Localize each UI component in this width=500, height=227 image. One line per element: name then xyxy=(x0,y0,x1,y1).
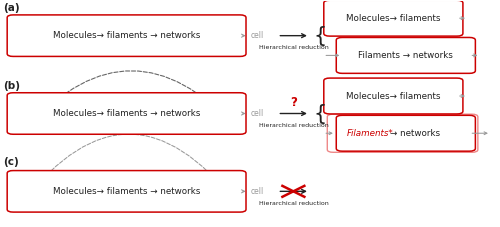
Text: (c): (c) xyxy=(3,158,19,168)
Text: → networks: → networks xyxy=(390,129,440,138)
Text: Filaments → networks: Filaments → networks xyxy=(358,51,454,60)
Text: cell: cell xyxy=(251,109,264,118)
FancyBboxPatch shape xyxy=(336,115,475,151)
FancyBboxPatch shape xyxy=(7,170,246,212)
Text: Hierarchical reduction: Hierarchical reduction xyxy=(258,201,328,206)
FancyBboxPatch shape xyxy=(7,15,246,57)
FancyBboxPatch shape xyxy=(324,0,463,36)
Text: (a): (a) xyxy=(3,3,20,13)
Text: Filaments*: Filaments* xyxy=(347,129,394,138)
Text: cell: cell xyxy=(251,187,264,196)
FancyArrowPatch shape xyxy=(28,71,236,127)
Text: Molecules→ filaments → networks: Molecules→ filaments → networks xyxy=(53,187,201,196)
Text: (b): (b) xyxy=(3,81,20,91)
Text: ?: ? xyxy=(290,96,297,109)
Text: Molecules→ filaments: Molecules→ filaments xyxy=(346,91,440,101)
Text: Molecules→ filaments: Molecules→ filaments xyxy=(346,14,440,23)
Text: {: { xyxy=(313,26,326,46)
Text: Hierarchical reduction: Hierarchical reduction xyxy=(258,45,328,50)
FancyBboxPatch shape xyxy=(336,37,475,73)
Text: {: { xyxy=(313,104,326,123)
Text: Molecules→ filaments → networks: Molecules→ filaments → networks xyxy=(53,109,201,118)
FancyArrowPatch shape xyxy=(23,134,236,203)
FancyBboxPatch shape xyxy=(7,93,246,134)
Text: Hierarchical reduction: Hierarchical reduction xyxy=(258,123,328,128)
Text: cell: cell xyxy=(251,31,264,40)
FancyArrowPatch shape xyxy=(24,173,174,206)
FancyBboxPatch shape xyxy=(324,78,463,114)
Text: Molecules→ filaments → networks: Molecules→ filaments → networks xyxy=(53,31,201,40)
FancyBboxPatch shape xyxy=(328,114,478,152)
